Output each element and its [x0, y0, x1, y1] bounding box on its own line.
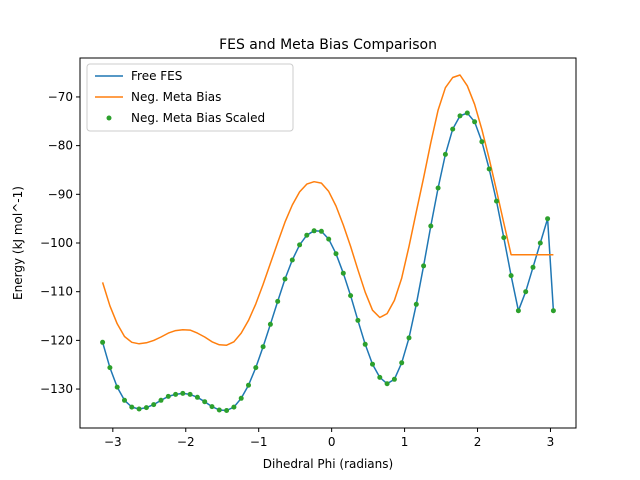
series-point-neg-meta-bias-scaled — [355, 317, 361, 323]
series-point-neg-meta-bias-scaled — [399, 360, 405, 366]
legend-frame — [86, 63, 294, 132]
y-axis-label: Energy (kJ mol^-1) — [11, 186, 25, 300]
series-point-neg-meta-bias-scaled — [413, 301, 419, 307]
series-point-neg-meta-bias-scaled — [515, 308, 521, 314]
series-point-neg-meta-bias-scaled — [457, 113, 463, 119]
x-tick-label: −1 — [250, 435, 268, 449]
x-tick-label: −3 — [104, 435, 122, 449]
series-point-neg-meta-bias-scaled — [209, 404, 215, 410]
series-point-neg-meta-bias-scaled — [143, 405, 149, 411]
series-point-neg-meta-bias-scaled — [406, 335, 412, 341]
series-point-neg-meta-bias-scaled — [348, 293, 354, 299]
series-point-neg-meta-bias-scaled — [202, 399, 208, 405]
series-point-neg-meta-bias-scaled — [479, 139, 485, 145]
series-point-neg-meta-bias-scaled — [362, 341, 368, 347]
series-layer — [100, 74, 556, 413]
x-tick-label: 0 — [328, 435, 336, 449]
plot-area — [79, 57, 577, 429]
series-point-neg-meta-bias-scaled — [297, 242, 303, 248]
y-tick-label: −80 — [48, 139, 73, 153]
series-point-neg-meta-bias-scaled — [435, 185, 441, 191]
series-point-neg-meta-bias-scaled — [326, 236, 332, 242]
y-tick-label: −110 — [40, 285, 73, 299]
series-point-neg-meta-bias-scaled — [100, 339, 106, 345]
series-point-neg-meta-bias-scaled — [253, 365, 259, 371]
series-point-neg-meta-bias-scaled — [136, 406, 142, 412]
series-point-neg-meta-bias-scaled — [180, 390, 186, 396]
series-point-neg-meta-bias-scaled — [370, 361, 375, 367]
series-point-neg-meta-bias-scaled — [238, 395, 244, 401]
series-point-neg-meta-bias-scaled — [289, 257, 295, 263]
series-point-neg-meta-bias-scaled — [216, 407, 222, 413]
series-point-neg-meta-bias-scaled — [122, 397, 127, 403]
x-tick-label: 1 — [401, 435, 409, 449]
series-point-neg-meta-bias-scaled — [158, 397, 164, 403]
series-point-neg-meta-bias-scaled — [442, 151, 448, 157]
series-point-neg-meta-bias-scaled — [391, 376, 397, 382]
series-point-neg-meta-bias-scaled — [173, 391, 179, 397]
series-point-neg-meta-bias-scaled — [260, 344, 266, 350]
legend-label: Neg. Meta Bias Scaled — [131, 111, 265, 125]
series-point-neg-meta-bias-scaled — [501, 235, 507, 241]
series-point-neg-meta-bias-scaled — [472, 119, 478, 125]
series-point-neg-meta-bias-scaled — [246, 382, 251, 388]
y-tick-label: −90 — [48, 187, 73, 201]
series-point-neg-meta-bias-scaled — [231, 404, 237, 410]
y-tick-label: −100 — [40, 236, 73, 250]
series-point-neg-meta-bias-scaled — [114, 384, 120, 390]
series-point-neg-meta-bias-scaled — [282, 276, 288, 282]
y-tick-label: −70 — [48, 90, 73, 104]
chart-legend: Free FES Neg. Meta Bias Neg. Meta Bias Sca… — [86, 63, 294, 132]
series-point-neg-meta-bias-scaled — [428, 223, 434, 229]
series-point-neg-meta-bias-scaled — [318, 228, 324, 234]
series-point-neg-meta-bias-scaled — [384, 381, 390, 387]
series-point-neg-meta-bias-scaled — [508, 273, 514, 279]
series-point-neg-meta-bias-scaled — [523, 289, 529, 295]
x-tick-label: 3 — [547, 435, 555, 449]
series-point-neg-meta-bias-scaled — [151, 402, 157, 408]
y-axis-ticks: −130 −120 −110 −100 −90 −80 −70 — [40, 90, 80, 396]
series-point-neg-meta-bias-scaled — [494, 198, 499, 204]
legend-label: Neg. Meta Bias — [131, 90, 221, 104]
series-point-neg-meta-bias-scaled — [194, 394, 200, 400]
legend-label: Free FES — [131, 69, 182, 83]
x-axis-label: Dihedral Phi (radians) — [263, 457, 393, 471]
x-tick-label: −2 — [177, 435, 195, 449]
x-tick-label: 2 — [474, 435, 482, 449]
y-tick-label: −130 — [40, 382, 73, 396]
series-point-neg-meta-bias-scaled — [275, 298, 281, 304]
series-point-neg-meta-bias-scaled — [311, 228, 317, 234]
series-point-neg-meta-bias-scaled — [545, 216, 551, 222]
series-point-neg-meta-bias-scaled — [450, 126, 456, 132]
series-point-neg-meta-bias-scaled — [107, 365, 113, 371]
series-point-neg-meta-bias-scaled — [187, 391, 193, 397]
y-tick-label: −120 — [40, 333, 73, 347]
chart-title: FES and Meta Bias Comparison — [219, 37, 437, 53]
series-point-neg-meta-bias-scaled — [267, 321, 273, 327]
series-point-neg-meta-bias-scaled — [165, 393, 171, 399]
series-point-neg-meta-bias-scaled — [340, 270, 346, 276]
series-point-neg-meta-bias-scaled — [304, 232, 310, 238]
legend-marker-swatch — [106, 115, 112, 121]
x-axis-ticks: −3 −2 −1 0 1 2 3 — [104, 428, 554, 449]
series-point-neg-meta-bias-scaled — [550, 308, 556, 314]
series-point-neg-meta-bias-scaled — [421, 263, 427, 269]
series-point-neg-meta-bias-scaled — [129, 404, 135, 410]
series-point-neg-meta-bias-scaled — [333, 251, 339, 257]
series-point-neg-meta-bias-scaled — [377, 374, 383, 380]
series-line-neg-meta-bias — [101, 74, 554, 346]
series-point-neg-meta-bias-scaled — [537, 240, 543, 246]
series-point-neg-meta-bias-scaled — [530, 264, 536, 270]
series-point-neg-meta-bias-scaled — [486, 166, 492, 172]
series-point-neg-meta-bias-scaled — [464, 110, 470, 116]
series-point-neg-meta-bias-scaled — [224, 408, 230, 413]
